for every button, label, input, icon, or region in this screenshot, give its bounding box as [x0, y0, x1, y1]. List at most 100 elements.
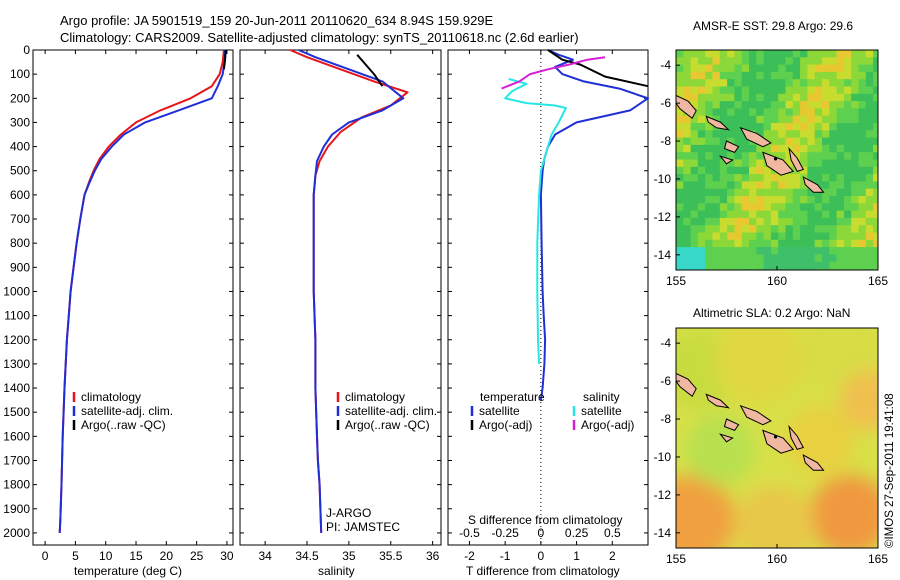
sst-cell [814, 166, 823, 175]
y-tick-label: 700 [10, 212, 30, 226]
temperature-xlabel: temperature (deg C) [74, 564, 182, 578]
sst-cell [800, 247, 808, 255]
sst-cell [843, 196, 852, 204]
sst-cell [836, 196, 845, 204]
sst-cell [836, 261, 845, 270]
sst-cell [836, 57, 845, 65]
sst-cell [785, 174, 794, 182]
sst-cell [741, 50, 750, 58]
sst-cell [822, 210, 830, 219]
sst-cell [697, 64, 706, 73]
sst-cell [697, 210, 706, 219]
sst-cell [749, 261, 757, 270]
sst-cell [749, 188, 757, 197]
sst-cell [873, 247, 878, 255]
sst-cell [792, 217, 801, 226]
sst-cell [800, 79, 808, 87]
sst-cell [734, 108, 743, 117]
sst-cell [792, 137, 801, 146]
sst-cell [756, 210, 764, 219]
sst-cell [683, 86, 691, 95]
sst-cell [697, 166, 706, 175]
sst-cell [807, 196, 816, 204]
sst-cell [770, 188, 779, 197]
sst-cell [865, 123, 874, 131]
sst-cell [814, 210, 823, 219]
sst-cell [697, 101, 706, 109]
sst-cell [865, 130, 874, 138]
sst-cell [763, 247, 772, 255]
sst-cell [741, 196, 750, 204]
sst-cell [814, 254, 823, 263]
sst-cell [690, 144, 699, 153]
x-tick-label: -1 [500, 549, 511, 563]
sst-cell [873, 196, 878, 204]
sst-cell [763, 108, 772, 117]
series-line-black [222, 49, 227, 70]
x2-tick-label: 0.25 [565, 526, 589, 540]
sst-cell [676, 64, 684, 73]
sst-cell [705, 64, 713, 73]
island [802, 454, 825, 471]
island [705, 393, 731, 409]
sst-cell [858, 115, 867, 124]
sst-cell [836, 217, 845, 226]
sst-cell [873, 101, 878, 109]
y-tick-label: 100 [10, 67, 30, 81]
legend-label: satellite-adj. clim. [81, 404, 173, 418]
sst-cell [756, 93, 764, 102]
sst-cell [741, 239, 750, 248]
sst-cell [792, 232, 801, 241]
sst-cell [741, 174, 750, 182]
sst-cell [683, 261, 691, 270]
sst-cell [683, 57, 691, 65]
sst-cell [727, 181, 735, 190]
sst-cell [814, 217, 823, 226]
sst-cell [829, 254, 837, 263]
sst-cell [756, 261, 764, 270]
sst-cell [865, 115, 874, 124]
sst-cell [741, 71, 750, 80]
sst-cell [807, 203, 816, 211]
sst-cell [800, 232, 808, 241]
sst-cell [676, 108, 684, 117]
sst-cell [785, 210, 794, 219]
sst-cell [858, 217, 867, 226]
legend-label: Argo(-adj) [479, 418, 532, 432]
sst-cell [873, 152, 878, 160]
sst-cell [814, 101, 823, 109]
sst-cell [807, 210, 816, 219]
y-tick-label: 200 [10, 91, 30, 105]
sst-cell [778, 174, 786, 182]
sst-cell [705, 254, 713, 263]
sst-cell [770, 225, 779, 233]
sst-cell [778, 232, 786, 241]
sst-cell [705, 159, 713, 168]
sst-cell [851, 93, 859, 102]
sst-coastline [676, 94, 825, 193]
sst-cell [792, 79, 801, 87]
sst-cell [778, 130, 786, 138]
sst-cell [829, 115, 837, 124]
sst-cell [763, 115, 772, 124]
sst-cell [763, 71, 772, 80]
sst-cell [763, 217, 772, 226]
sst-cell [807, 101, 816, 109]
sst-cell [770, 181, 779, 190]
sst-cell [792, 247, 801, 255]
sst-cell [719, 225, 728, 233]
sst-cell [756, 152, 764, 160]
sst-cell [822, 57, 830, 65]
island [723, 140, 740, 154]
sst-cell [741, 152, 750, 160]
sst-cell [770, 57, 779, 65]
sst-cell [800, 254, 808, 263]
sst-cell [858, 174, 867, 182]
sst-cell [800, 108, 808, 117]
x2-tick-label: -0.5 [459, 526, 480, 540]
sst-cell [843, 203, 852, 211]
y-tick-label: 900 [10, 260, 30, 274]
sst-cell [763, 101, 772, 109]
sst-cell [719, 232, 728, 241]
sst-cell [727, 210, 735, 219]
